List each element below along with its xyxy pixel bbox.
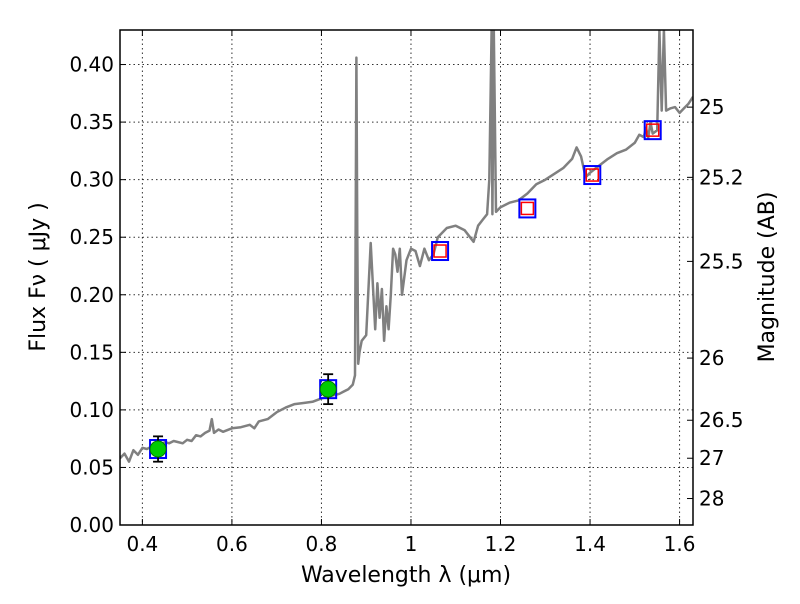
right-tick-label: 26.5 <box>699 408 744 432</box>
y-tick-label: 0.35 <box>69 110 114 134</box>
right-tick-label: 27 <box>699 446 724 470</box>
y-tick-label: 0.30 <box>69 168 114 192</box>
red-square-marker <box>645 123 660 137</box>
x-tick-label: 0.8 <box>306 532 338 556</box>
blue-square-marker <box>518 198 537 219</box>
axis-ticks <box>120 30 693 526</box>
right-tick-label: 26 <box>699 346 724 370</box>
y-tick-label: 0.20 <box>69 283 114 307</box>
plot-frame <box>119 29 694 526</box>
x-tick-label: 0.6 <box>216 532 248 556</box>
blue-square-marker <box>583 165 602 186</box>
y-tick-label: 0.10 <box>69 398 114 422</box>
y-tick-label: 0.40 <box>69 53 114 77</box>
y-axis-label: Flux Fν ( μJy ) <box>26 202 51 351</box>
blue-square-marker <box>643 120 662 141</box>
y-tick-label: 0.05 <box>69 455 114 479</box>
right-tick-label: 25.2 <box>699 165 744 189</box>
x-tick-label: 1.6 <box>664 532 696 556</box>
x-tick-label: 1 <box>405 532 418 556</box>
y-tick-label: 0.25 <box>69 225 114 249</box>
x-tick-label: 1.2 <box>485 532 517 556</box>
red-square-marker <box>433 244 447 258</box>
x-axis-label: Wavelength λ (μm) <box>301 563 511 588</box>
spectrum-line <box>120 30 693 463</box>
grid-lines <box>120 30 693 526</box>
y-axis-right-label: Magnitude (AB) <box>755 192 780 363</box>
green-data-point <box>319 380 337 398</box>
red-square-marker <box>585 168 600 182</box>
x-tick-label: 0.4 <box>126 532 158 556</box>
green-data-point <box>149 440 167 458</box>
plot-area <box>120 30 693 463</box>
tick-labels: 0.4 0.6 0.8 1 1.2 1.4 1.6 0.00 0.05 0.10 0.15 0.20 0… <box>69 53 743 556</box>
blue-square-marker <box>431 241 450 262</box>
right-tick-label: 25.5 <box>699 249 744 273</box>
series-layer <box>120 30 693 463</box>
red-square-marker <box>520 201 535 216</box>
y-tick-label: 0.15 <box>69 340 114 364</box>
y-tick-label: 0.00 <box>69 513 114 537</box>
right-tick-label: 25 <box>699 95 724 119</box>
right-tick-label: 28 <box>699 487 724 511</box>
x-tick-label: 1.4 <box>574 532 606 556</box>
